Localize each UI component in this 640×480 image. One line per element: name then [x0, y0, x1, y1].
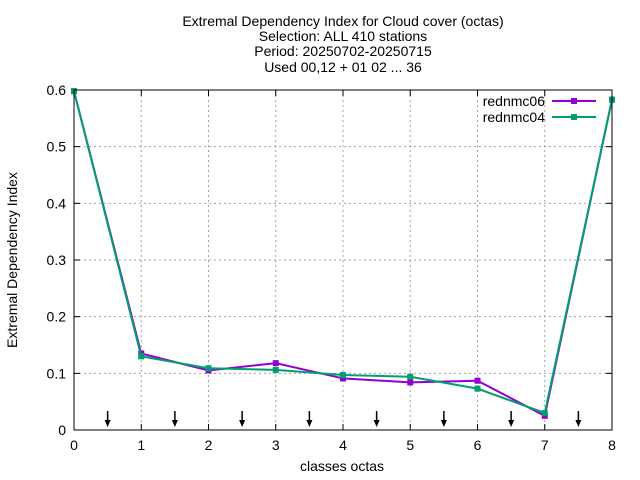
class-boundary-arrows	[104, 411, 582, 427]
boundary-arrow	[239, 411, 246, 427]
title-line-2: Selection: ALL 410 stations	[259, 28, 427, 44]
data-point	[474, 377, 481, 384]
series-lines	[71, 88, 615, 419]
x-tick-label: 4	[339, 437, 347, 453]
data-point	[138, 353, 145, 360]
x-tick-label: 6	[474, 437, 482, 453]
title-line-3: Period: 20250702-20250715	[254, 43, 432, 59]
data-point	[205, 365, 212, 372]
series-line	[73, 90, 613, 415]
boundary-arrow	[373, 411, 380, 427]
y-tick-label: 0.1	[47, 365, 67, 381]
legend-label: rednmc04	[483, 109, 545, 125]
y-tick-label: 0.5	[47, 139, 67, 155]
y-axis-label: Extremal Dependency Index	[4, 172, 20, 348]
x-tick-label: 1	[137, 437, 145, 453]
chart-title: Extremal Dependency Index for Cloud cove…	[182, 13, 503, 75]
y-tick-label: 0.4	[47, 195, 67, 211]
x-tick-label: 3	[272, 437, 280, 453]
x-tick-label: 5	[406, 437, 414, 453]
boundary-arrow	[171, 411, 178, 427]
series-rednmc06	[71, 88, 615, 419]
data-point	[407, 373, 414, 380]
x-tick-label: 8	[608, 437, 616, 453]
legend-entry: rednmc04	[483, 109, 596, 125]
legend-entry: rednmc06	[483, 93, 596, 109]
grid	[74, 90, 612, 430]
boundary-arrow	[508, 411, 515, 427]
y-tick-label: 0.3	[47, 252, 67, 268]
x-axis-label: classes octas	[300, 458, 384, 474]
x-tick-label: 0	[70, 437, 78, 453]
data-point	[474, 385, 481, 392]
data-point	[407, 379, 414, 386]
data-point	[541, 410, 548, 416]
data-point	[340, 372, 346, 379]
boundary-arrow	[440, 411, 447, 427]
title-line-4: Used 00,12 + 01 02 ... 36	[264, 59, 422, 75]
y-tick-label: 0.6	[47, 82, 67, 98]
axis-ticks: 0 1 2 3 4 5 6 7 8 0 0.1 0.2 0.3 0.4 0.5 0.6	[47, 82, 617, 453]
boundary-arrow	[575, 411, 582, 427]
boundary-arrow	[306, 411, 313, 427]
boundary-arrow	[104, 411, 111, 427]
data-point	[272, 366, 279, 373]
legend-marker	[571, 98, 577, 104]
title-line-1: Extremal Dependency Index for Cloud cove…	[182, 13, 503, 29]
x-tick-label: 2	[205, 437, 213, 453]
data-point	[340, 375, 346, 382]
y-tick-label: 0.2	[47, 309, 67, 325]
legend-marker	[571, 114, 577, 120]
data-point	[272, 360, 279, 367]
y-tick-label: 0	[58, 422, 66, 438]
series-line	[73, 90, 613, 418]
legend-label: rednmc06	[483, 93, 545, 109]
x-tick-label: 7	[541, 437, 549, 453]
